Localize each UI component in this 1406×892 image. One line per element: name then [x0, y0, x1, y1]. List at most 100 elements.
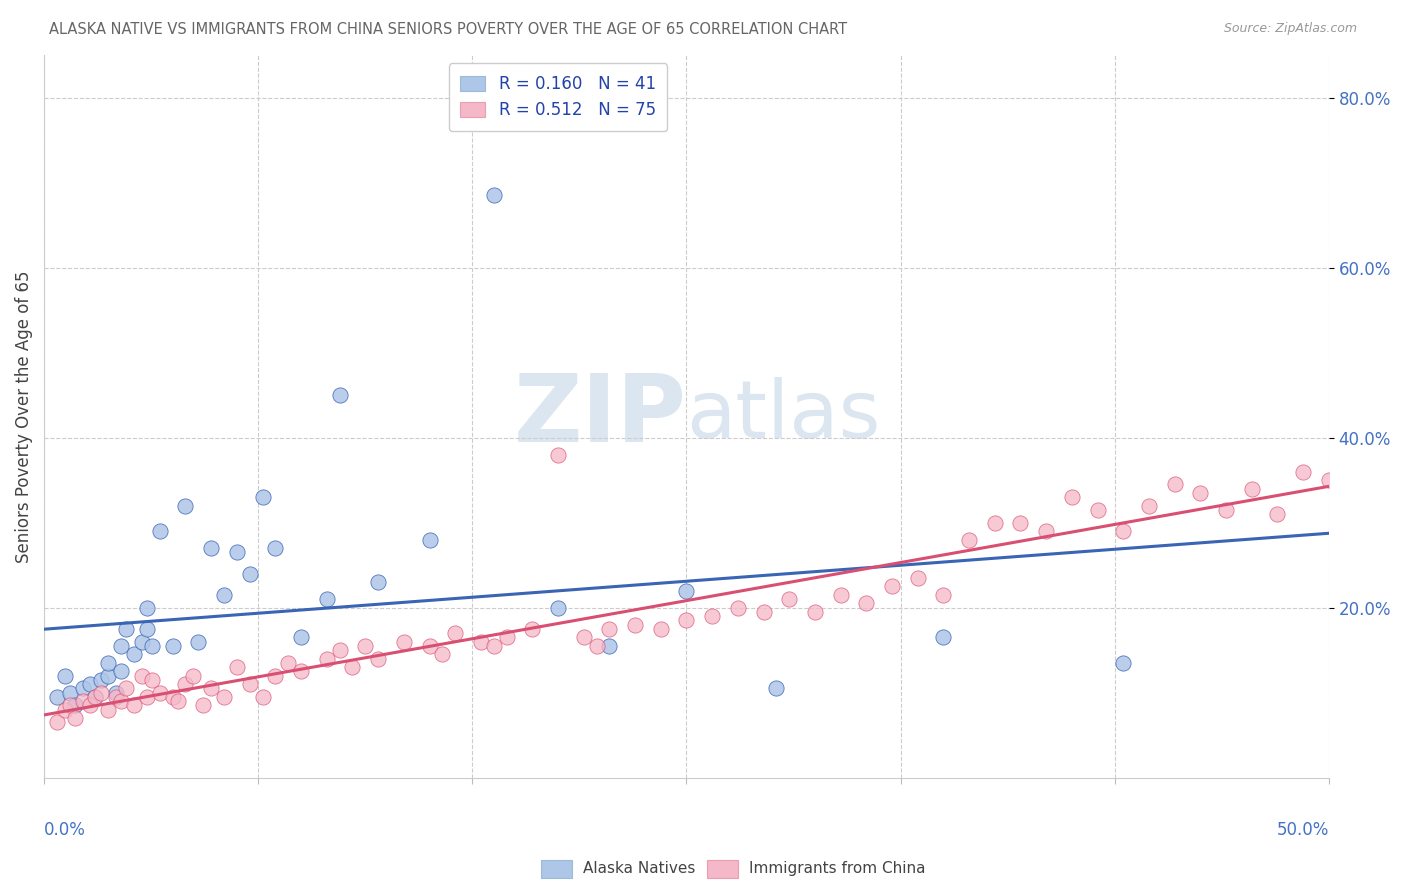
Point: [264, 668, 287, 682]
Point: [675, 583, 697, 598]
Point: [110, 694, 132, 708]
Point: [418, 639, 440, 653]
Point: [141, 639, 163, 653]
Point: [84, 690, 107, 704]
Point: [855, 596, 877, 610]
Point: [264, 541, 287, 556]
Point: [315, 651, 337, 665]
Point: [624, 617, 647, 632]
Point: [1060, 490, 1083, 504]
Point: [149, 686, 172, 700]
Point: [193, 698, 215, 713]
Point: [342, 660, 364, 674]
Point: [97, 668, 120, 682]
Point: [90, 686, 112, 700]
Point: [53, 703, 76, 717]
Point: [135, 690, 157, 704]
Point: [752, 605, 775, 619]
Point: [650, 622, 672, 636]
Point: [482, 639, 505, 653]
Text: Alaska Natives: Alaska Natives: [583, 862, 696, 876]
Point: [79, 677, 101, 691]
Point: [200, 541, 222, 556]
Point: [187, 634, 209, 648]
Point: [252, 490, 274, 504]
Point: [162, 690, 184, 704]
Point: [225, 660, 247, 674]
Point: [122, 698, 145, 713]
Point: [212, 690, 235, 704]
Point: [79, 698, 101, 713]
Point: [200, 681, 222, 696]
Point: [1137, 499, 1160, 513]
Point: [141, 673, 163, 687]
Point: [46, 715, 69, 730]
Point: [63, 711, 86, 725]
Point: [1087, 503, 1109, 517]
Text: Immigrants from China: Immigrants from China: [749, 862, 927, 876]
Point: [547, 600, 569, 615]
Point: [149, 524, 172, 538]
Point: [598, 622, 620, 636]
Legend: R = 0.160   N = 41, R = 0.512   N = 75: R = 0.160 N = 41, R = 0.512 N = 75: [449, 63, 668, 131]
Point: [1112, 656, 1135, 670]
Point: [880, 579, 903, 593]
Point: [367, 575, 389, 590]
Point: [110, 639, 132, 653]
Point: [84, 690, 107, 704]
Point: [957, 533, 980, 547]
Point: [727, 600, 749, 615]
Point: [932, 588, 955, 602]
Point: [181, 668, 204, 682]
Point: [239, 677, 262, 691]
Point: [495, 631, 517, 645]
Point: [1035, 524, 1057, 538]
Point: [432, 648, 454, 662]
Y-axis label: Seniors Poverty Over the Age of 65: Seniors Poverty Over the Age of 65: [15, 270, 32, 563]
Point: [1112, 524, 1135, 538]
Point: [778, 592, 800, 607]
Point: [122, 648, 145, 662]
Point: [1189, 486, 1212, 500]
Point: [63, 698, 86, 713]
Point: [907, 571, 929, 585]
Point: [53, 668, 76, 682]
Point: [105, 690, 128, 704]
Point: [1010, 516, 1032, 530]
Point: [392, 634, 415, 648]
Point: [1240, 482, 1263, 496]
Point: [110, 665, 132, 679]
Point: [354, 639, 377, 653]
Point: [97, 656, 120, 670]
Point: [277, 656, 299, 670]
Point: [239, 566, 262, 581]
Point: [315, 592, 337, 607]
Point: [765, 681, 787, 696]
Point: [174, 677, 197, 691]
Point: [72, 681, 94, 696]
Point: [72, 694, 94, 708]
Point: [115, 681, 138, 696]
Point: [97, 703, 120, 717]
Point: [585, 639, 607, 653]
Point: [59, 686, 82, 700]
Point: [367, 651, 389, 665]
Point: [522, 622, 544, 636]
Point: [135, 600, 157, 615]
Point: [482, 188, 505, 202]
Point: [225, 545, 247, 559]
Point: [329, 388, 352, 402]
Point: [470, 634, 492, 648]
Point: [598, 639, 620, 653]
Text: ZIP: ZIP: [513, 370, 686, 462]
Point: [135, 622, 157, 636]
Point: [290, 665, 312, 679]
Text: ALASKA NATIVE VS IMMIGRANTS FROM CHINA SENIORS POVERTY OVER THE AGE OF 65 CORREL: ALASKA NATIVE VS IMMIGRANTS FROM CHINA S…: [49, 22, 848, 37]
Point: [444, 626, 467, 640]
Point: [115, 622, 138, 636]
Text: 0.0%: 0.0%: [44, 821, 86, 839]
Point: [418, 533, 440, 547]
Point: [1163, 477, 1185, 491]
Point: [572, 631, 595, 645]
Point: [547, 448, 569, 462]
